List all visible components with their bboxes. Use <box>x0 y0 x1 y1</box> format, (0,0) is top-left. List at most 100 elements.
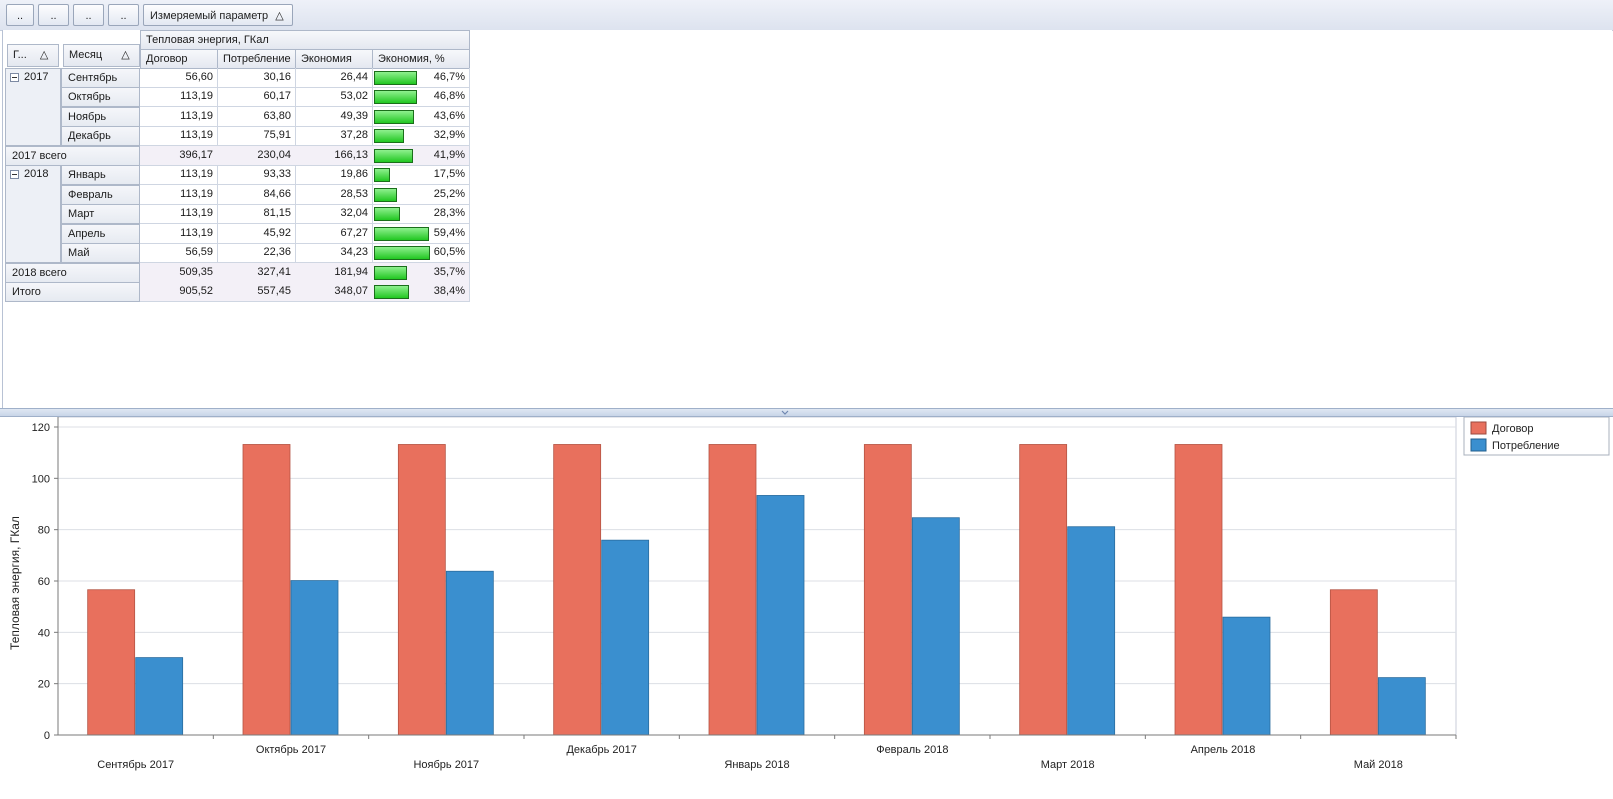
column-header-consumption[interactable]: Потребление <box>217 49 296 69</box>
consumption-bar[interactable] <box>756 495 805 736</box>
pivot-cell[interactable]: 67,27 <box>295 224 373 244</box>
pivot-cell[interactable]: 53,02 <box>295 87 373 107</box>
pivot-cell[interactable]: 113,19 <box>140 87 218 107</box>
row-header-month[interactable]: Октябрь <box>61 87 140 107</box>
filter-button-3[interactable]: .. <box>73 4 104 26</box>
pivot-cell[interactable]: 113,19 <box>140 204 218 224</box>
panel-splitter[interactable] <box>0 408 1613 417</box>
contract-bar[interactable] <box>863 444 912 736</box>
pivot-cell[interactable]: 113,19 <box>140 107 218 127</box>
row-header-month[interactable]: Апрель <box>61 224 140 244</box>
pivot-cell[interactable]: 46,8% <box>372 87 470 107</box>
pivot-cell[interactable]: 37,28 <box>295 126 373 146</box>
y-tick-label: 80 <box>38 525 50 537</box>
pivot-cell[interactable]: 25,2% <box>372 185 470 205</box>
pivot-cell[interactable]: 509,35 <box>140 263 218 283</box>
year-group-2017[interactable]: 2017 <box>5 68 61 146</box>
pivot-cell[interactable]: 113,19 <box>140 126 218 146</box>
collapse-icon[interactable] <box>10 72 19 82</box>
pivot-cell[interactable]: 46,7% <box>372 68 470 88</box>
row-field-year[interactable]: Г... △ <box>7 44 59 67</box>
pivot-cell[interactable]: 396,17 <box>140 146 218 166</box>
pivot-cell[interactable]: 905,52 <box>140 282 218 302</box>
pivot-cell[interactable]: 56,60 <box>140 68 218 88</box>
pivot-cell[interactable]: 93,33 <box>217 165 296 185</box>
row-header-month[interactable]: Сентябрь <box>61 68 140 88</box>
column-group-header[interactable]: Тепловая энергия, ГКал <box>140 30 470 50</box>
collapse-icon[interactable] <box>10 169 19 179</box>
row-header-month[interactable]: Февраль <box>61 185 140 205</box>
consumption-bar[interactable] <box>1377 677 1426 736</box>
row-header-month[interactable]: Январь <box>61 165 140 185</box>
column-header-savings[interactable]: Экономия <box>295 49 373 69</box>
pivot-cell[interactable]: 166,13 <box>295 146 373 166</box>
column-header-contract[interactable]: Договор <box>140 49 218 69</box>
pivot-cell[interactable]: 113,19 <box>140 165 218 185</box>
contract-bar[interactable] <box>397 444 446 736</box>
row-header-total[interactable]: 2017 всего <box>5 146 140 166</box>
pivot-cell[interactable]: 56,59 <box>140 243 218 263</box>
pivot-cell[interactable]: 22,36 <box>217 243 296 263</box>
pivot-cell[interactable]: 32,9% <box>372 126 470 146</box>
contract-bar[interactable] <box>1329 589 1378 736</box>
pivot-cell[interactable]: 59,4% <box>372 224 470 244</box>
row-header-month[interactable]: Май <box>61 243 140 263</box>
contract-bar[interactable] <box>87 589 136 736</box>
contract-bar[interactable] <box>1019 444 1068 736</box>
pivot-cell[interactable]: 230,04 <box>217 146 296 166</box>
filter-button-1[interactable]: .. <box>6 4 34 26</box>
x-tick-label: Октябрь 2017 <box>256 744 326 756</box>
row-header-grand-total[interactable]: Итого <box>5 282 140 302</box>
pivot-cell[interactable]: 45,92 <box>217 224 296 244</box>
row-field-month[interactable]: Месяц △ <box>63 44 140 67</box>
pivot-cell[interactable]: 60,17 <box>217 87 296 107</box>
row-header-month[interactable]: Декабрь <box>61 126 140 146</box>
pivot-cell[interactable]: 28,53 <box>295 185 373 205</box>
consumption-bar[interactable] <box>290 580 339 736</box>
pivot-cell[interactable]: 113,19 <box>140 224 218 244</box>
pivot-cell[interactable]: 49,39 <box>295 107 373 127</box>
pivot-cell[interactable]: 63,80 <box>217 107 296 127</box>
year-group-2018[interactable]: 2018 <box>5 165 61 263</box>
pivot-cell[interactable]: 34,23 <box>295 243 373 263</box>
pivot-cell[interactable]: 81,15 <box>217 204 296 224</box>
pivot-cell[interactable]: 41,9% <box>372 146 470 166</box>
contract-bar[interactable] <box>553 444 602 736</box>
row-header-month[interactable]: Ноябрь <box>61 107 140 127</box>
measure-field-button[interactable]: Измеряемый параметр △ <box>143 4 293 26</box>
pivot-cell[interactable]: 35,7% <box>372 263 470 283</box>
pivot-cell[interactable]: 60,5% <box>372 243 470 263</box>
consumption-bar[interactable] <box>1067 526 1116 736</box>
pivot-cell[interactable]: 75,91 <box>217 126 296 146</box>
pivot-cell[interactable]: 43,6% <box>372 107 470 127</box>
filter-button-2[interactable]: .. <box>38 4 69 26</box>
consumption-bar[interactable] <box>911 517 960 736</box>
pivot-cell[interactable]: 557,45 <box>217 282 296 302</box>
pivot-cell[interactable]: 28,3% <box>372 204 470 224</box>
pivot-cell[interactable]: 181,94 <box>295 263 373 283</box>
row-header-total[interactable]: 2018 всего <box>5 263 140 283</box>
splitter-arrow-icon <box>781 410 789 415</box>
pivot-cell[interactable]: 38,4% <box>372 282 470 302</box>
pivot-cell[interactable]: 32,04 <box>295 204 373 224</box>
contract-bar[interactable] <box>242 444 291 736</box>
pivot-cell[interactable]: 19,86 <box>295 165 373 185</box>
pivot-cell[interactable]: 113,19 <box>140 185 218 205</box>
consumption-bar[interactable] <box>1222 616 1271 736</box>
pivot-cell[interactable]: 327,41 <box>217 263 296 283</box>
column-header-savings-pct[interactable]: Экономия, % <box>372 49 470 69</box>
pivot-cell[interactable]: 30,16 <box>217 68 296 88</box>
consumption-bar[interactable] <box>135 657 184 736</box>
contract-bar[interactable] <box>1174 444 1223 736</box>
pivot-cell[interactable]: 17,5% <box>372 165 470 185</box>
sort-asc-icon: △ <box>121 49 130 61</box>
consumption-bar[interactable] <box>601 539 650 736</box>
pivot-cell[interactable]: 84,66 <box>217 185 296 205</box>
filter-button-4[interactable]: .. <box>108 4 139 26</box>
pivot-cell[interactable]: 348,07 <box>295 282 373 302</box>
contract-bar[interactable] <box>708 444 757 736</box>
consumption-bar[interactable] <box>445 570 494 736</box>
savings-data-bar <box>374 110 414 124</box>
pivot-cell[interactable]: 26,44 <box>295 68 373 88</box>
row-header-month[interactable]: Март <box>61 204 140 224</box>
